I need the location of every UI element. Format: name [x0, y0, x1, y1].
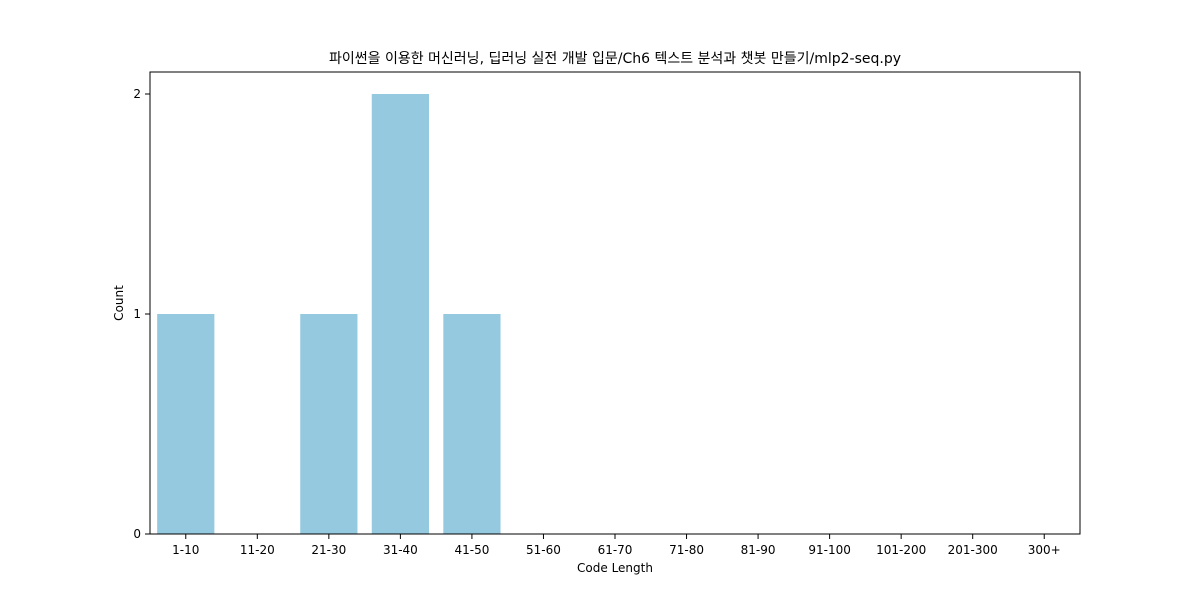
y-axis-ticks: 0 1 2 — [133, 87, 150, 541]
y-axis-label: Count — [112, 285, 126, 321]
bar-31-40 — [371, 94, 429, 534]
y-tick-label: 2 — [133, 87, 141, 101]
x-tick-label: 21-30 — [311, 543, 346, 557]
x-tick-label: 31-40 — [383, 543, 418, 557]
x-tick-label: 61-70 — [598, 543, 633, 557]
x-axis-ticks: 1-10 11-20 21-30 31-40 41-50 51-60 61-70 71-80 8… — [172, 534, 1061, 557]
x-tick-label: 300+ — [1028, 543, 1061, 557]
chart-title: 파이썬을 이용한 머신러닝, 딥러닝 실전 개발 입문/Ch6 텍스트 분석과 … — [329, 51, 901, 67]
y-tick-label: 0 — [133, 527, 141, 541]
bar-21-30 — [300, 314, 358, 534]
x-tick-label: 11-20 — [240, 543, 275, 557]
x-tick-label: 51-60 — [526, 543, 561, 557]
plot-frame — [149, 71, 1081, 535]
bars-group — [157, 94, 501, 534]
x-tick-label: 101-200 — [876, 543, 926, 557]
x-tick-label: 41-50 — [454, 543, 489, 557]
x-tick-label: 91-100 — [808, 543, 851, 557]
bar-1-10 — [157, 314, 215, 534]
axes-group — [149, 71, 1081, 535]
x-tick-label: 81-90 — [741, 543, 776, 557]
x-tick-label: 201-300 — [948, 543, 998, 557]
y-tick-label: 1 — [133, 307, 141, 321]
x-axis-label: Code Length — [577, 561, 653, 575]
x-tick-label: 71-80 — [669, 543, 704, 557]
bar-41-50 — [443, 314, 501, 534]
x-tick-label: 1-10 — [172, 543, 199, 557]
